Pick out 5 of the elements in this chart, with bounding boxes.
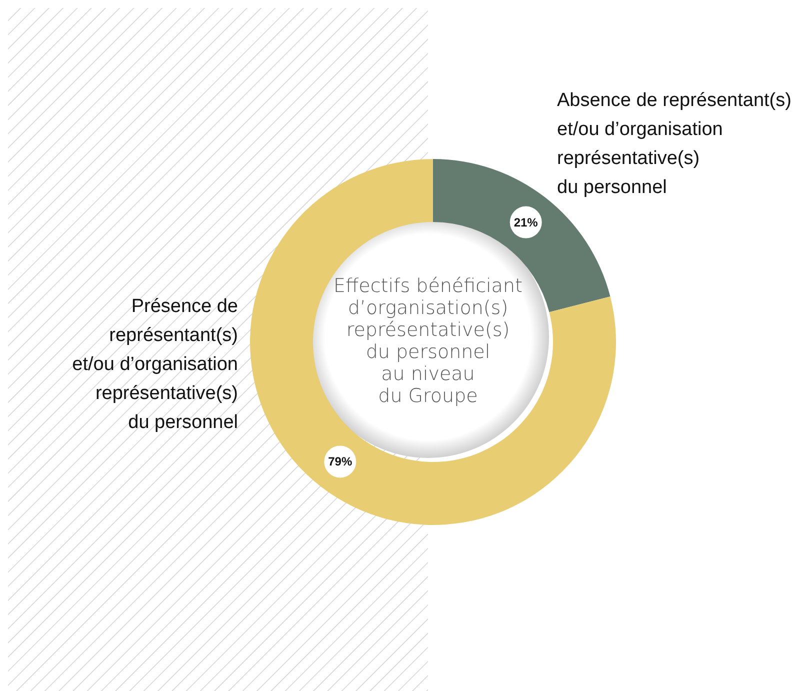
text: Effectifs bénéficiant d’organisation(s) représentative(s) du personnel au niveau du Groupe bbox=[334, 275, 522, 407]
data-label: 79% bbox=[328, 454, 352, 469]
data-label: 21% bbox=[514, 215, 538, 230]
slice-label: Présence de représentant(s) et/ou d’organisation représentative(s) du personnel bbox=[72, 296, 238, 433]
slice-label: Absence de représentant(s) et/ou d’organisation représentative(s) du personnel bbox=[557, 90, 792, 198]
